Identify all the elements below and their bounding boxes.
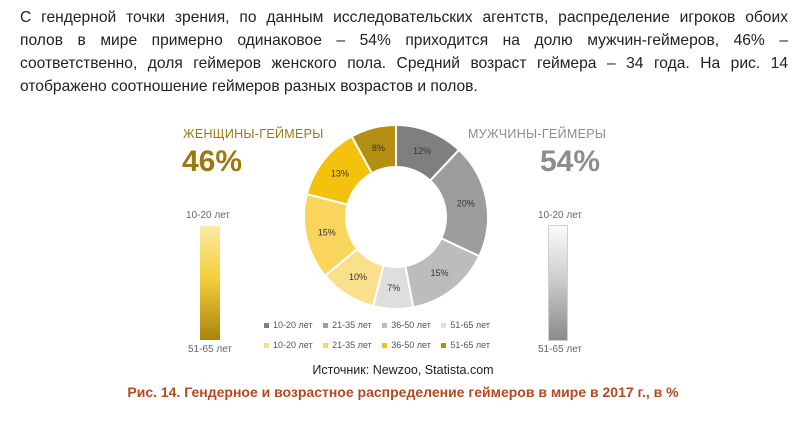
legend-item: 10-20 лет (264, 340, 313, 350)
legend-item: 51-65 лет (441, 340, 490, 350)
legend-swatch (264, 343, 269, 349)
female-gamers-label: ЖЕНЩИНЫ-ГЕЙМЕРЫ (183, 127, 324, 141)
paragraph-line: полов в мире примерно одинаковое – 54% п… (20, 32, 788, 49)
legend-label: 10-20 лет (273, 340, 313, 350)
legend-label: 51-65 лет (450, 320, 490, 330)
paragraph-line: соответственно, доля геймеров женского п… (20, 55, 788, 72)
legend-item: 10-20 лет (264, 320, 313, 330)
donut-slice-label: 8% (372, 143, 385, 153)
legend-swatch (441, 323, 447, 329)
legend-label: 10-20 лет (273, 320, 313, 330)
paragraph-line: С гендерной точки зрения, по данным иссл… (20, 9, 788, 26)
legend-label: 36-50 лет (391, 320, 431, 330)
legend-label: 36-50 лет (391, 340, 431, 350)
gender-age-donut-chart: 12% 20% 15% 7% 10% 15% 13% 8% (303, 123, 489, 310)
legend-label: 21-35 лет (332, 340, 372, 350)
legend-item: 21-35 лет (323, 340, 372, 350)
legend-swatch (382, 343, 388, 349)
donut-slice-label: 7% (387, 283, 400, 293)
male-bar-top-label: 10-20 лет (538, 210, 582, 221)
male-gamers-percent: 54% (540, 145, 601, 178)
female-gamers-percent: 46% (182, 145, 243, 178)
legend-label: 51-65 лет (450, 340, 490, 350)
legend-label: 21-35 лет (332, 320, 372, 330)
legend-item: 36-50 лет (382, 340, 431, 350)
legend-swatch (441, 343, 447, 349)
donut-slice-label: 10% (349, 272, 367, 282)
legend-male: 10-20 лет 21-35 лет 36-50 лет 51-65 лет (264, 320, 498, 330)
female-bar-top-label: 10-20 лет (186, 210, 230, 221)
legend-item: 21-35 лет (323, 320, 372, 330)
male-gamers-label: МУЖЧИНЫ-ГЕЙМЕРЫ (468, 127, 607, 141)
legend-swatch (323, 323, 329, 329)
female-bar-bottom-label: 51-65 лет (188, 344, 232, 355)
legend-female: 10-20 лет 21-35 лет 36-50 лет 51-65 лет (264, 340, 498, 350)
male-age-gradient-bar (548, 225, 568, 341)
body-paragraph: С гендерной точки зрения, по данным иссл… (20, 6, 788, 98)
legend-item: 51-65 лет (441, 320, 490, 330)
legend-swatch (382, 323, 388, 329)
male-bar-bottom-label: 51-65 лет (538, 344, 582, 355)
donut-slice-label: 20% (457, 199, 475, 209)
source-note: Источник: Newzoo, Statista.com (312, 363, 494, 377)
legend-swatch (264, 323, 269, 329)
donut-slice-label: 15% (431, 268, 449, 278)
donut-slice-female-51-65лет (350, 123, 397, 175)
donut-slice-label: 15% (318, 227, 336, 237)
donut-slice-label: 13% (331, 168, 349, 178)
legend-item: 36-50 лет (382, 320, 431, 330)
legend-swatch (323, 343, 329, 349)
donut-slice-label: 12% (413, 146, 431, 156)
paragraph-line: отображено соотношение геймеров разных в… (20, 78, 478, 95)
figure-caption: Рис. 14. Гендерное и возрастное распреде… (127, 384, 679, 400)
female-age-gradient-bar (200, 226, 220, 340)
